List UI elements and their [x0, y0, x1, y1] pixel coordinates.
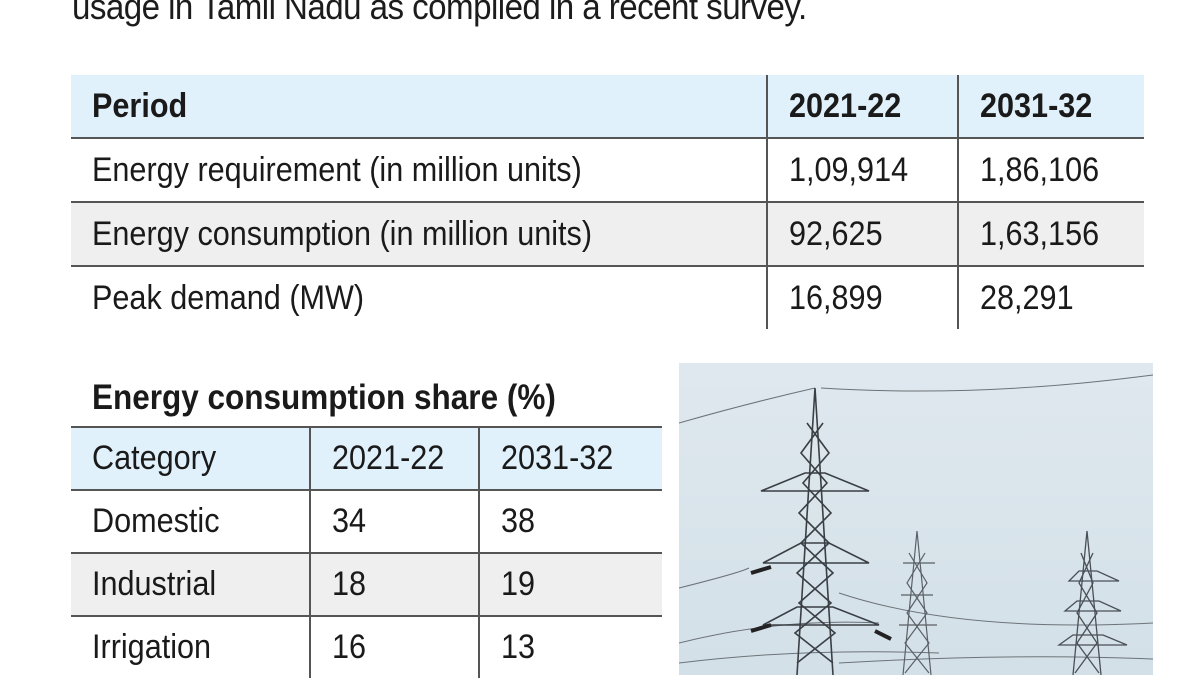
- cell-2031-32: 38: [478, 490, 662, 554]
- header-2021-22: 2021-22: [309, 427, 479, 491]
- row-label: Energy requirement (in million units): [71, 138, 767, 203]
- row-label: Industrial: [71, 553, 310, 617]
- table-row: Energy requirement (in million units) 1,…: [71, 138, 1144, 203]
- row-label: Energy consumption (in million units): [71, 202, 767, 267]
- transmission-towers-photo: [679, 363, 1153, 675]
- header-category: Category: [71, 427, 310, 491]
- cell-2031-32: 19: [478, 553, 662, 617]
- cell-2021-22: 16: [309, 616, 479, 678]
- cell-2031-32: 28,291: [957, 266, 1144, 329]
- table-row: Irrigation 16 13: [71, 616, 662, 678]
- consumption-share-table: Category 2021-22 2031-32 Domestic 34 38 …: [71, 426, 662, 678]
- cell-2021-22: 18: [309, 553, 479, 617]
- header-period: Period: [71, 75, 767, 139]
- cell-2021-22: 92,625: [766, 202, 958, 267]
- cell-2031-32: 1,63,156: [957, 202, 1144, 267]
- table-header-row: Category 2021-22 2031-32: [71, 427, 662, 491]
- table-row: Energy consumption (in million units) 92…: [71, 202, 1144, 267]
- transmission-tower-icon: [679, 374, 1153, 675]
- energy-projection-table: Period 2021-22 2031-32 Energy requiremen…: [71, 75, 1144, 329]
- cell-2021-22: 34: [309, 490, 479, 554]
- cell-2031-32: 1,86,106: [957, 138, 1144, 203]
- cell-2031-32: 13: [478, 616, 662, 678]
- cell-2021-22: 1,09,914: [766, 138, 958, 203]
- intro-text: usage in Tamil Nadu as compiled in a rec…: [72, 0, 807, 27]
- header-2031-32: 2031-32: [478, 427, 662, 491]
- header-2031-32: 2031-32: [957, 75, 1144, 139]
- table-row: Domestic 34 38: [71, 490, 662, 554]
- row-label: Domestic: [71, 490, 310, 554]
- table-row: Industrial 18 19: [71, 553, 662, 617]
- row-label: Irrigation: [92, 628, 212, 666]
- table-header-row: Period 2021-22 2031-32: [71, 75, 1144, 139]
- table-row: Peak demand (MW) 16,899 28,291: [71, 266, 1144, 329]
- row-label: Peak demand (MW): [92, 278, 365, 317]
- header-2021-22: 2021-22: [766, 75, 958, 139]
- cell-2021-22: 16,899: [766, 266, 958, 329]
- share-table-title: Energy consumption share (%): [92, 378, 556, 417]
